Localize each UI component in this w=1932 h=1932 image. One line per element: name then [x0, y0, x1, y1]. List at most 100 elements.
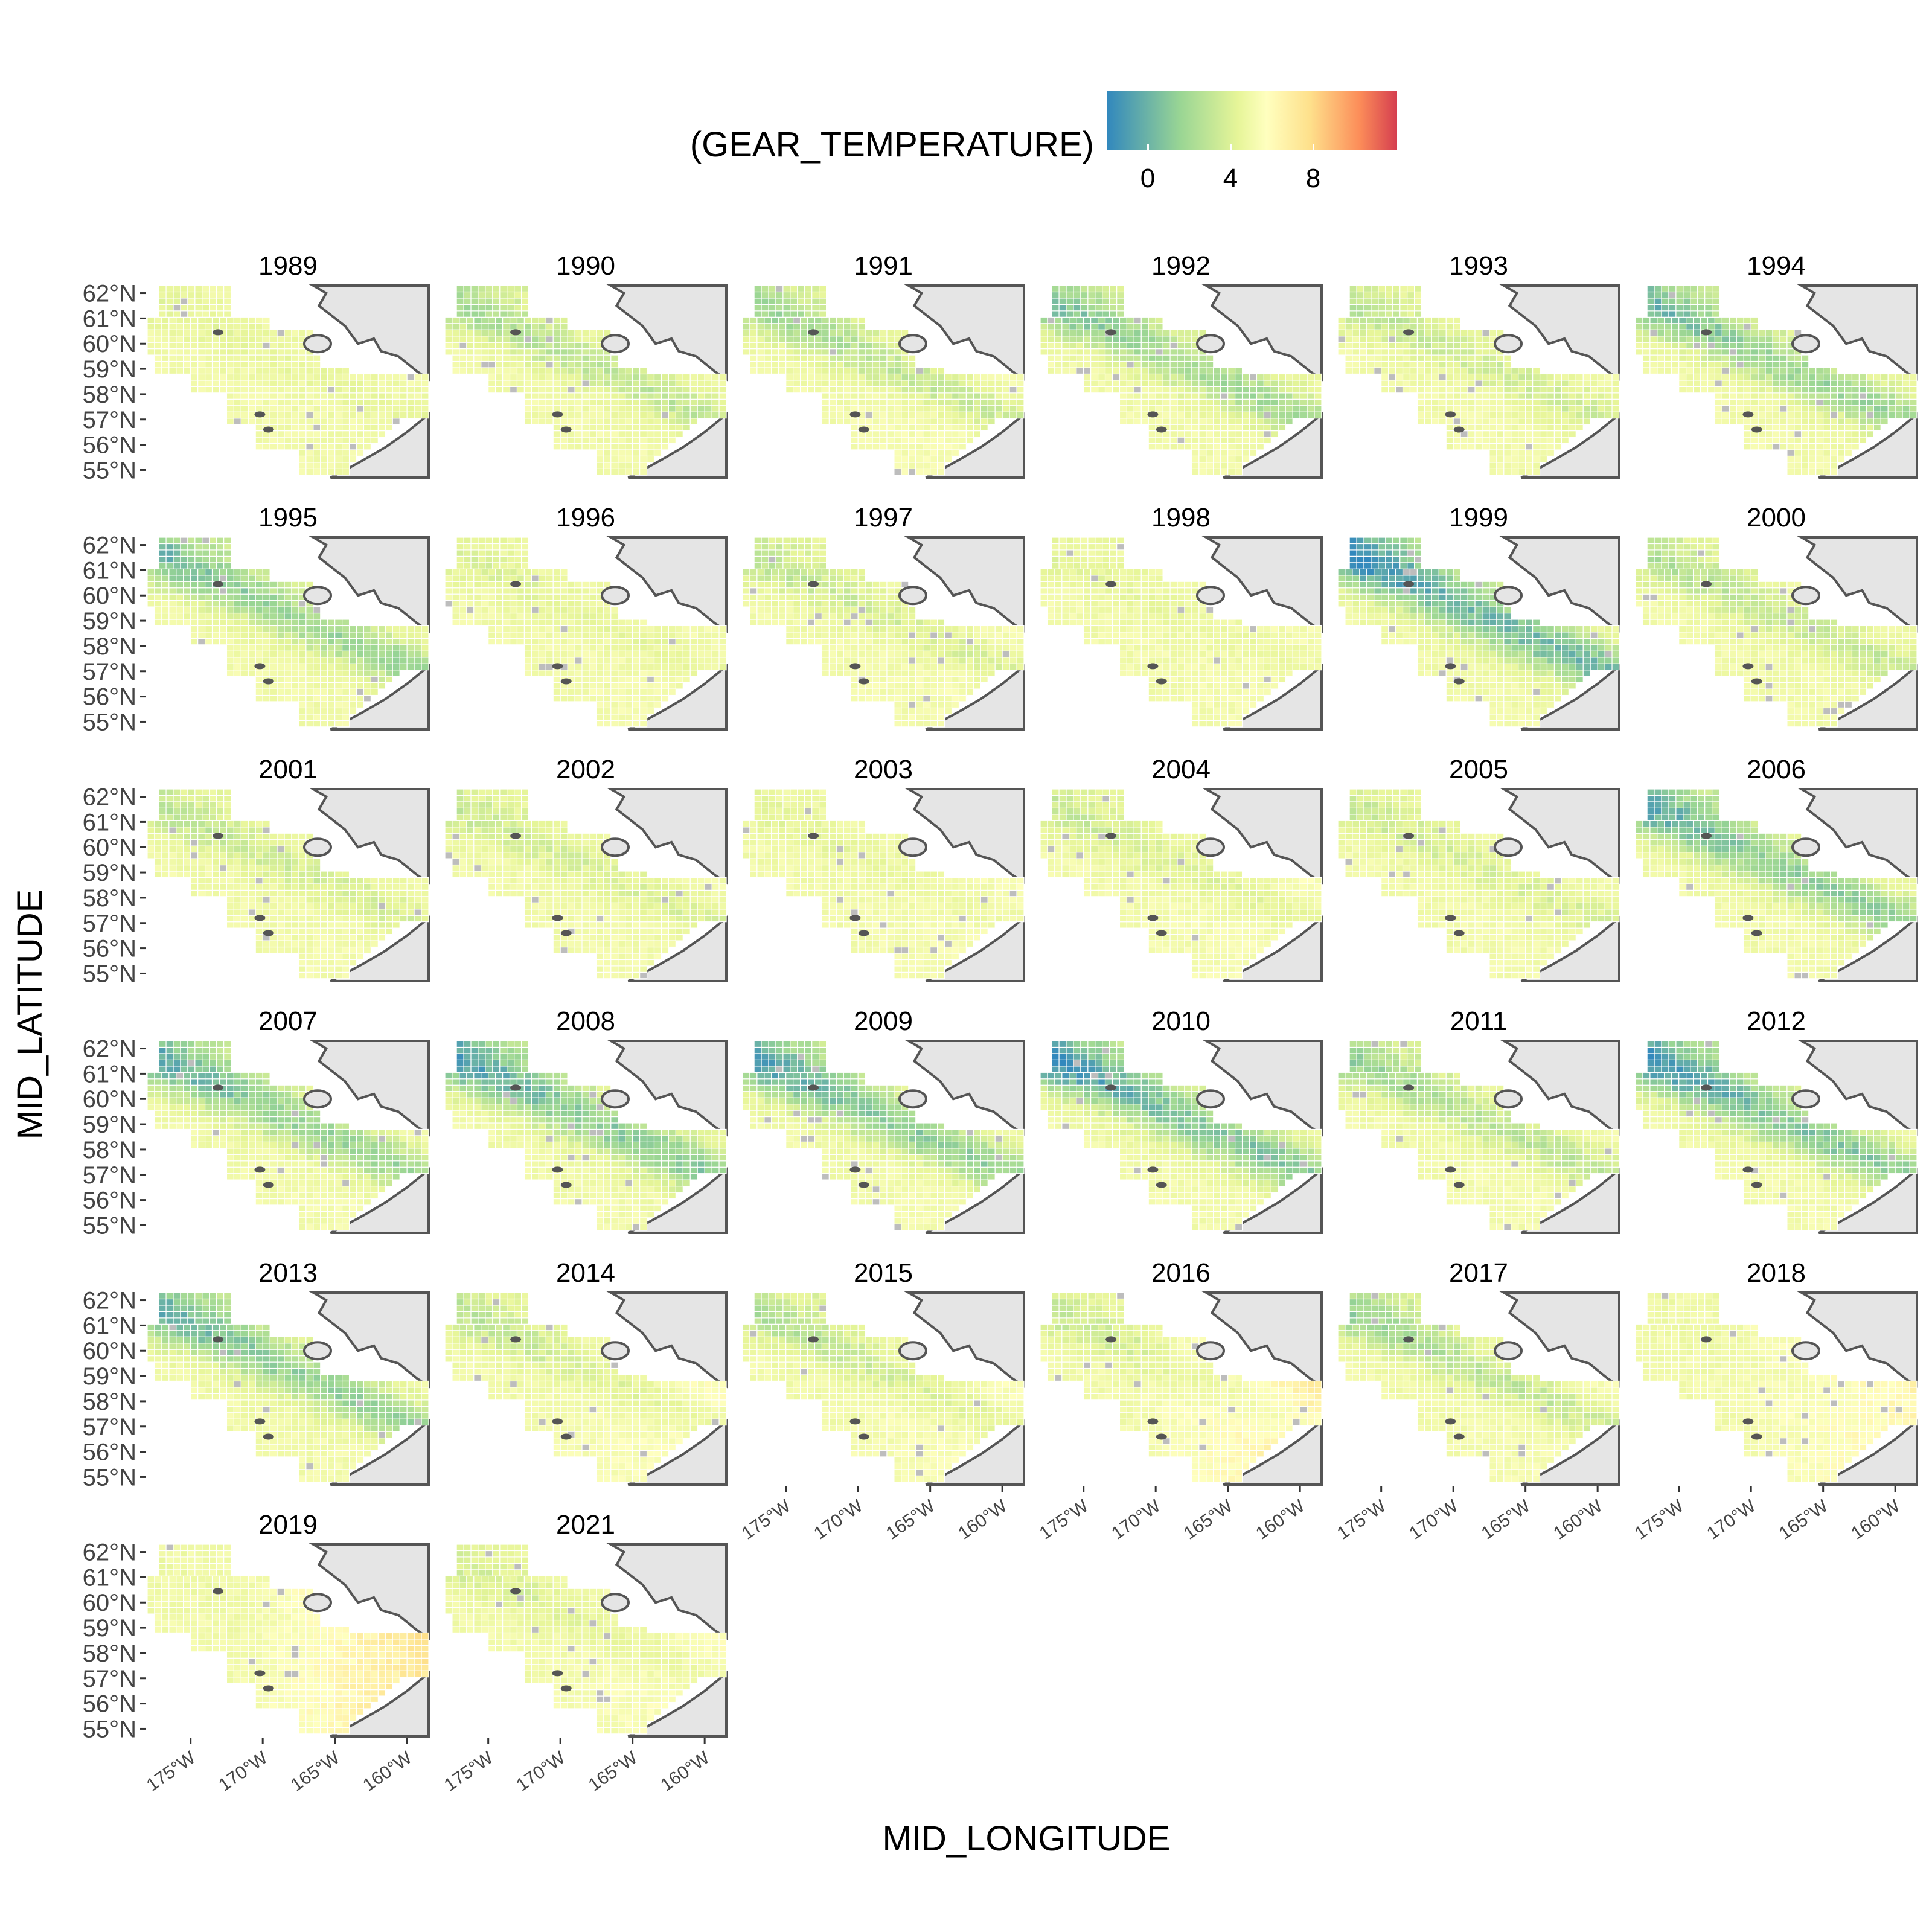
- temperature-cell: [865, 342, 872, 348]
- temperature-cell: [1400, 286, 1407, 292]
- temperature-cell: [1360, 330, 1367, 336]
- temperature-cell: [1504, 355, 1511, 361]
- temperature-cell: [292, 645, 299, 651]
- temperature-cell: [894, 657, 901, 664]
- temperature-cell: [865, 349, 872, 355]
- temperature-cell: [597, 613, 604, 619]
- temperature-cell: [1134, 406, 1141, 412]
- temperature-cell: [790, 292, 798, 298]
- temperature-cell: [488, 386, 496, 392]
- temperature-cell: [1583, 386, 1590, 392]
- temperature-cell: [1271, 386, 1278, 392]
- temperature-cell: [255, 444, 263, 450]
- temperature-cell: [798, 286, 805, 292]
- temperature-cell: [1235, 437, 1243, 443]
- temperature-cell: [618, 374, 625, 380]
- temperature-cell: [299, 720, 306, 726]
- temperature-cell: [198, 355, 205, 361]
- temperature-cell: [1722, 399, 1729, 405]
- temperature-cell: [1715, 349, 1722, 355]
- temperature-cell: [582, 342, 589, 348]
- temperature-cell: [1511, 462, 1518, 469]
- temperature-cell: [1112, 374, 1119, 380]
- temperature-cell: [1540, 374, 1547, 380]
- temperature-cell: [452, 368, 459, 374]
- temperature-cell: [633, 708, 640, 714]
- temperature-cell: [1583, 399, 1590, 405]
- temperature-cell: [1185, 386, 1192, 392]
- temperature-cell: [321, 456, 328, 462]
- temperature-cell: [1657, 342, 1665, 348]
- temperature-cell: [697, 664, 705, 670]
- temperature-cell: [531, 355, 539, 361]
- temperature-cell: [654, 689, 662, 695]
- temperature-cell: [1794, 362, 1802, 368]
- temperature-cell: [284, 581, 292, 587]
- temperature-cell: [798, 311, 805, 317]
- temperature-cell: [916, 412, 923, 418]
- temperature-cell: [1518, 380, 1526, 386]
- temperature-cell: [1475, 399, 1482, 405]
- temperature-cell: [604, 632, 611, 638]
- temperature-cell: [589, 437, 597, 443]
- temperature-cell: [284, 355, 292, 361]
- temperature-cell: [531, 651, 539, 657]
- temperature-cell: [1831, 450, 1838, 456]
- temperature-cell: [226, 336, 234, 342]
- temperature-cell: [507, 537, 514, 543]
- temperature-cell: [202, 537, 210, 543]
- temperature-cell: [531, 575, 539, 581]
- temperature-cell: [531, 342, 539, 348]
- temperature-cell: [226, 632, 234, 638]
- temperature-cell: [1504, 374, 1511, 380]
- temperature-cell: [1105, 374, 1113, 380]
- temperature-cell: [705, 412, 712, 418]
- temperature-cell: [328, 702, 335, 708]
- temperature-cell: [625, 702, 633, 708]
- temperature-cell: [938, 670, 945, 676]
- temperature-cell: [829, 355, 836, 361]
- temperature-cell: [959, 424, 966, 430]
- temperature-cell: [496, 374, 503, 380]
- temperature-cell: [1765, 393, 1773, 399]
- temperature-cell: [836, 412, 843, 418]
- temperature-cell: [625, 638, 633, 644]
- temperature-cell: [284, 683, 292, 689]
- temperature-cell: [1271, 431, 1278, 437]
- temperature-cell: [894, 406, 901, 412]
- temperature-cell: [793, 374, 801, 380]
- temperature-cell: [188, 292, 195, 298]
- temperature-cell: [1765, 362, 1773, 368]
- temperature-cell: [1468, 406, 1475, 412]
- temperature-cell: [1511, 456, 1518, 462]
- temperature-cell: [350, 456, 357, 462]
- temperature-cell: [1475, 412, 1482, 418]
- temperature-cell: [270, 613, 277, 619]
- temperature-cell: [604, 355, 611, 361]
- temperature-cell: [808, 317, 815, 323]
- temperature-cell: [880, 444, 887, 450]
- temperature-cell: [1694, 368, 1701, 374]
- temperature-cell: [952, 399, 959, 405]
- temperature-cell: [973, 393, 980, 399]
- temperature-cell: [306, 708, 313, 714]
- temperature-cell: [176, 368, 184, 374]
- temperature-cell: [1250, 424, 1257, 430]
- temperature-cell: [814, 342, 822, 348]
- temperature-cell: [292, 368, 299, 374]
- temperature-cell: [1374, 336, 1381, 342]
- temperature-cell: [350, 399, 357, 405]
- temperature-cell: [887, 406, 894, 412]
- temperature-cell: [880, 399, 887, 405]
- temperature-cell: [1647, 298, 1654, 304]
- temperature-cell: [1314, 399, 1322, 405]
- temperature-cell: [1881, 386, 1888, 392]
- temperature-cell: [255, 437, 263, 443]
- temperature-cell: [517, 638, 524, 644]
- temperature-cell: [757, 336, 764, 342]
- temperature-cell: [299, 406, 306, 412]
- temperature-cell: [263, 368, 270, 374]
- temperature-cell: [887, 670, 894, 676]
- temperature-cell: [313, 393, 321, 399]
- temperature-cell: [1831, 469, 1838, 475]
